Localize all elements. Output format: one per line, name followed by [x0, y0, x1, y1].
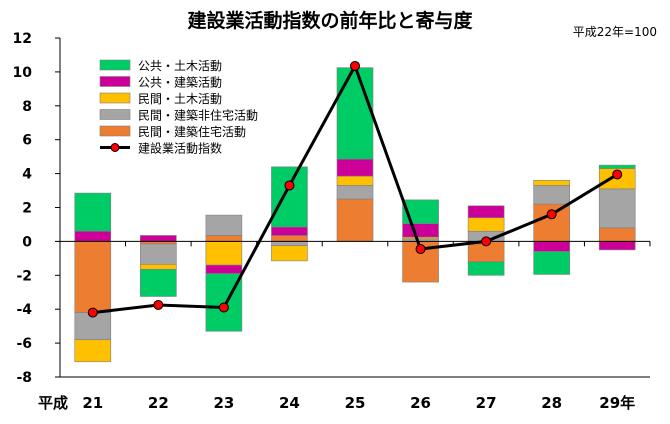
legend-label: 建設業活動指数 [138, 141, 222, 156]
legend-label: 民間・建築非住宅活動 [138, 108, 258, 123]
y-axis: -8 -6 -4 -2 0 2 4 6 8 10 12 [13, 31, 60, 386]
bar-segment-series-1 [271, 235, 308, 242]
bar-segment-series-4 [467, 205, 505, 218]
y-tick-label: -6 [16, 336, 32, 352]
bar-segment-series-4 [598, 241, 636, 251]
y-tick-label: 12 [13, 31, 32, 47]
y-tick-label: 2 [22, 201, 32, 217]
bar-segment-series-5 [402, 199, 439, 224]
legend-swatch [99, 125, 131, 137]
x-tick-label: 26 [410, 394, 431, 412]
legend-label: 民間・建築住宅活動 [138, 124, 246, 139]
bar-segment-series-4 [533, 241, 570, 252]
index-line-point [546, 209, 557, 220]
bar-segment-series-1 [336, 198, 374, 242]
bar-segment-series-1 [74, 241, 112, 313]
legend-label: 公共・建築活動 [138, 75, 222, 90]
legend: 公共・土木活動公共・建築活動民間・土木活動民間・建築非住宅活動民間・建築住宅活動… [99, 59, 258, 156]
index-line-point [284, 180, 295, 191]
bar-segment-series-3 [336, 175, 374, 186]
bar-segment-series-2 [205, 214, 243, 236]
legend-swatch [99, 92, 131, 104]
x-tick-label: 25 [345, 394, 366, 412]
y-tick-label: 6 [22, 133, 32, 149]
bar-segment-series-5 [271, 166, 308, 228]
y-tick-label: 0 [22, 234, 32, 250]
y-tick-label: -8 [16, 370, 32, 386]
bar-segment-series-2 [271, 241, 308, 246]
bar-segment-series-4 [140, 235, 177, 242]
index-line [87, 60, 623, 318]
legend-line-marker [110, 143, 120, 152]
x-axis: 平成 21 22 23 24 25 26 27 28 29年 [38, 394, 635, 412]
y-tick-label: 8 [22, 99, 32, 115]
bar-segment-series-1 [205, 235, 243, 242]
bar-segment-series-5 [336, 67, 374, 160]
index-line-point [481, 236, 492, 247]
bar-segment-series-5 [533, 251, 570, 275]
bar-segment-series-4 [74, 230, 112, 242]
x-tick-label: 29年 [599, 394, 635, 412]
index-line-point [218, 302, 229, 313]
legend-swatch [99, 76, 131, 87]
index-line-point [415, 244, 426, 255]
bar-segment-series-2 [140, 243, 177, 265]
bar-segment-series-4 [336, 158, 374, 177]
bar-segment-series-3 [271, 245, 308, 262]
bar-segment-series-2 [598, 188, 636, 229]
x-tick-label: 21 [82, 394, 103, 412]
bar-segment-series-5 [598, 164, 636, 169]
bar-segment-series-1 [598, 227, 636, 242]
bar-segment-series-3 [205, 241, 243, 266]
legend-label: 公共・土木活動 [138, 59, 222, 73]
bar-segment-series-3 [74, 339, 112, 363]
bars [74, 67, 636, 363]
y-tick-label: 4 [22, 167, 32, 183]
bar-segment-series-2 [336, 185, 374, 200]
index-line-point [153, 299, 164, 310]
x-tick-label: 28 [541, 394, 562, 412]
bar-segment-series-2 [533, 185, 570, 205]
y-tick-label: -4 [16, 302, 32, 318]
chart-subtitle: 平成22年=100 [573, 25, 657, 39]
bar-segment-series-5 [140, 269, 177, 297]
bar-segment-series-3 [467, 217, 505, 232]
bar-segment-series-5 [467, 261, 505, 276]
x-tick-label: 27 [476, 394, 497, 412]
bar-segment-series-4 [402, 223, 439, 238]
bar-segment-series-5 [74, 192, 112, 232]
x-tick-label: 24 [279, 394, 300, 412]
y-tick-label: -2 [16, 268, 32, 284]
x-tick-label: 23 [213, 394, 234, 412]
index-line-point [612, 169, 623, 180]
legend-swatch [99, 109, 131, 120]
y-tick-label: 10 [13, 65, 33, 81]
chart-title: 建設業活動指数の前年比と寄与度 [187, 9, 473, 32]
x-axis-prefix-label: 平成 [38, 394, 68, 412]
index-line-point [87, 307, 98, 318]
index-line-point [350, 60, 360, 71]
x-tick-label: 22 [148, 394, 169, 412]
legend-swatch [99, 59, 131, 71]
bar-segment-series-4 [271, 226, 308, 236]
bar-segment-series-3 [140, 263, 177, 270]
legend-label: 民間・土木活動 [138, 92, 222, 106]
bar-segment-series-3 [533, 180, 570, 186]
bar-segment-series-4 [205, 264, 243, 274]
